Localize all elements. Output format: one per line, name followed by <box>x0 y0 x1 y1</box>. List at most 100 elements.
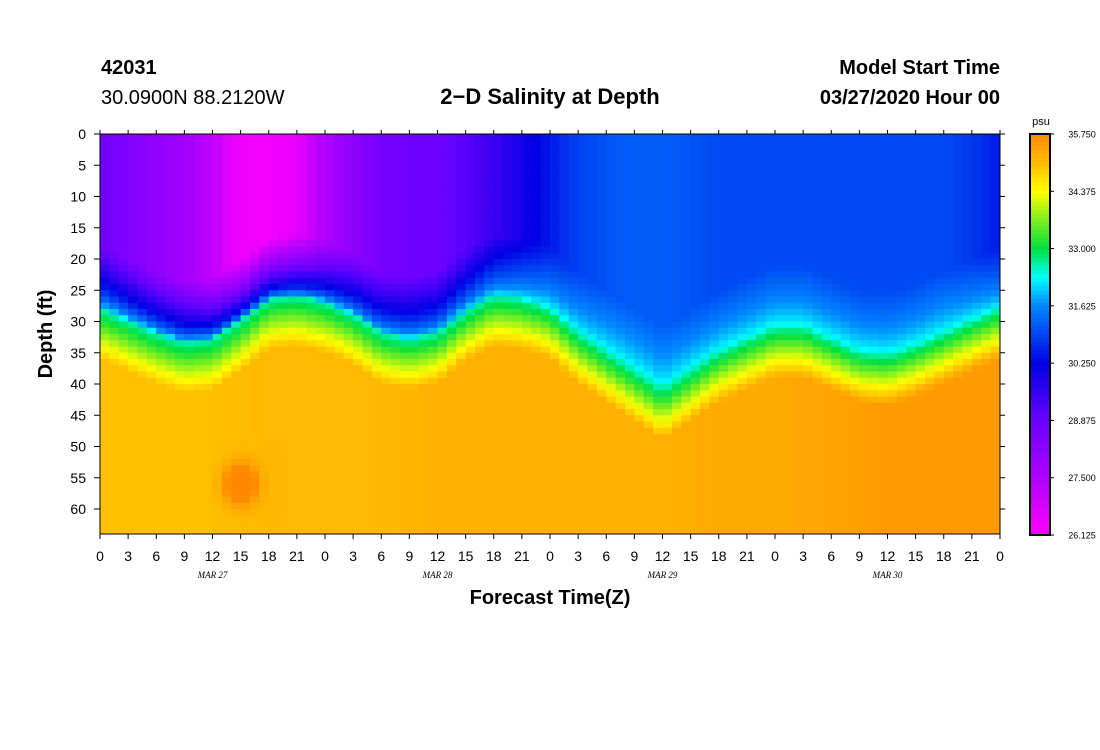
heatmap-cell <box>287 515 298 523</box>
heatmap-cell <box>175 296 185 304</box>
heatmap-cell <box>371 252 382 260</box>
heatmap-cell <box>700 402 710 410</box>
heatmap-cell <box>165 334 176 341</box>
heatmap-cell <box>728 365 739 373</box>
heatmap-cell <box>418 359 429 366</box>
heatmap-cell <box>409 371 420 379</box>
heatmap-cell <box>296 384 307 391</box>
heatmap-cell <box>306 390 317 398</box>
heatmap-cell <box>221 384 232 391</box>
heatmap-cell <box>559 359 570 366</box>
heatmap-cell <box>737 265 748 273</box>
heatmap-cell <box>812 390 823 398</box>
heatmap-cell <box>465 365 476 373</box>
heatmap-cell <box>700 265 710 273</box>
heatmap-cell <box>690 221 701 229</box>
heatmap-cell <box>278 246 289 254</box>
heatmap-cell <box>700 152 710 160</box>
heatmap-cell <box>737 477 748 485</box>
heatmap-cell <box>615 427 626 435</box>
heatmap-cell <box>465 409 476 416</box>
heatmap-cell <box>718 171 729 179</box>
heatmap-cell <box>184 221 195 229</box>
heatmap-cell <box>400 327 410 335</box>
heatmap-cell <box>118 402 129 410</box>
heatmap-cell <box>456 334 467 341</box>
heatmap-cell <box>812 271 823 279</box>
heatmap-cell <box>353 390 364 398</box>
heatmap-cell <box>568 265 579 273</box>
heatmap-cell <box>540 509 551 516</box>
heatmap-cell <box>409 427 420 435</box>
heatmap-cell <box>681 340 692 348</box>
heatmap-cell <box>700 340 710 348</box>
heatmap-cell <box>296 309 307 316</box>
heatmap-cell <box>296 159 307 166</box>
heatmap-cell <box>184 134 195 141</box>
heatmap-cell <box>540 490 551 498</box>
heatmap-cell <box>690 384 701 391</box>
heatmap-cell <box>343 271 354 279</box>
heatmap-cell <box>146 402 157 410</box>
heatmap-cell <box>221 284 232 291</box>
heatmap-cell <box>446 465 457 473</box>
heatmap-cell <box>690 452 701 460</box>
heatmap-cell <box>578 177 589 185</box>
heatmap-cell <box>306 421 317 429</box>
heatmap-cell <box>559 371 570 379</box>
heatmap-cell <box>212 502 223 510</box>
heatmap-cell <box>765 321 776 329</box>
heatmap-cell <box>493 196 504 204</box>
heatmap-cell <box>296 152 307 160</box>
heatmap-cell <box>700 284 710 291</box>
heatmap-cell <box>409 515 420 523</box>
heatmap-cell <box>484 196 495 204</box>
heatmap-cell <box>193 409 204 416</box>
heatmap-cell <box>540 140 551 148</box>
heatmap-cell <box>634 496 645 504</box>
heatmap-cell <box>484 527 495 534</box>
heatmap-cell <box>643 415 654 423</box>
heatmap-cell <box>128 521 139 529</box>
heatmap-cell <box>765 146 776 154</box>
heatmap-cell <box>343 434 354 441</box>
heatmap-cell <box>662 259 673 266</box>
heatmap-cell <box>456 196 467 204</box>
heatmap-cell <box>596 415 607 423</box>
heatmap-cell <box>428 240 439 248</box>
heatmap-cell <box>371 421 382 429</box>
heatmap-cell <box>446 246 457 254</box>
heatmap-cell <box>221 196 232 204</box>
heatmap-cell <box>662 184 673 191</box>
heatmap-cell <box>493 365 504 373</box>
heatmap-cell <box>203 165 214 173</box>
heatmap-cell <box>540 209 551 216</box>
heatmap-cell <box>625 165 635 173</box>
heatmap-cell <box>737 346 748 354</box>
heatmap-cell <box>306 221 317 229</box>
heatmap-cell <box>165 384 176 391</box>
heatmap-cell <box>193 215 204 223</box>
heatmap-cell <box>128 390 139 398</box>
heatmap-cell <box>315 190 326 198</box>
heatmap-cell <box>306 365 317 373</box>
heatmap-cell <box>793 346 804 354</box>
heatmap-cell <box>756 290 767 298</box>
heatmap-cell <box>634 284 645 291</box>
heatmap-cell <box>606 484 617 491</box>
heatmap-cell <box>559 152 570 160</box>
heatmap-cell <box>231 215 242 223</box>
heatmap-cell <box>268 371 279 379</box>
heatmap-cell <box>353 159 364 166</box>
heatmap-cell <box>315 365 326 373</box>
heatmap-cell <box>671 152 682 160</box>
heatmap-cell <box>718 352 729 360</box>
heatmap-cell <box>109 440 120 448</box>
heatmap-cell <box>306 134 317 141</box>
heatmap-cell <box>578 346 589 354</box>
heatmap-cell <box>240 296 251 304</box>
heatmap-cell <box>671 202 682 210</box>
heatmap-cell <box>596 184 607 191</box>
heatmap-cell <box>231 502 242 510</box>
heatmap-cell <box>512 271 523 279</box>
